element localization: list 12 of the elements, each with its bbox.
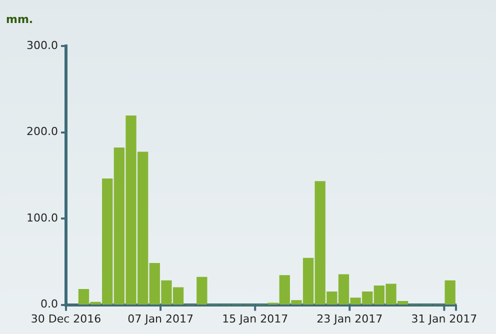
x-tick-label: 23 Jan 2017 bbox=[316, 312, 383, 326]
x-tick-label: 30 Dec 2016 bbox=[30, 312, 102, 326]
y-tick-label: 300.0 bbox=[26, 38, 58, 52]
bar bbox=[196, 276, 208, 305]
x-tick-label: 07 Jan 2017 bbox=[128, 312, 194, 326]
y-axis-title: mm. bbox=[6, 12, 34, 26]
y-tick-label: 200.0 bbox=[26, 125, 58, 138]
x-tick-label: 15 Jan 2017 bbox=[222, 312, 288, 326]
y-tick-label: 100.0 bbox=[26, 211, 58, 224]
x-tick-label: 31 Jan 2017 bbox=[411, 312, 478, 326]
y-tick-label: 0.0 bbox=[40, 298, 58, 311]
bar bbox=[444, 280, 456, 305]
